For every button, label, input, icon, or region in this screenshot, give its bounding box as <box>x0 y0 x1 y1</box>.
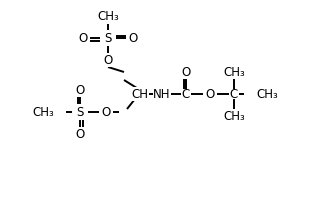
Text: CH₃: CH₃ <box>32 105 54 118</box>
Text: NH: NH <box>153 88 171 101</box>
Text: O: O <box>76 83 84 96</box>
Text: CH: CH <box>132 88 148 101</box>
Text: O: O <box>128 32 138 44</box>
Text: CH₃: CH₃ <box>223 66 245 78</box>
Text: O: O <box>101 105 111 118</box>
Text: C: C <box>230 88 238 101</box>
Text: S: S <box>104 32 112 44</box>
Text: O: O <box>205 88 215 101</box>
Text: O: O <box>76 128 84 140</box>
Text: CH₃: CH₃ <box>223 110 245 123</box>
Text: CH₃: CH₃ <box>256 88 278 101</box>
Text: S: S <box>76 105 84 118</box>
Text: C: C <box>182 88 190 101</box>
Text: O: O <box>181 66 191 78</box>
Text: O: O <box>78 32 88 44</box>
Text: O: O <box>103 54 113 67</box>
Text: CH₃: CH₃ <box>97 9 119 22</box>
